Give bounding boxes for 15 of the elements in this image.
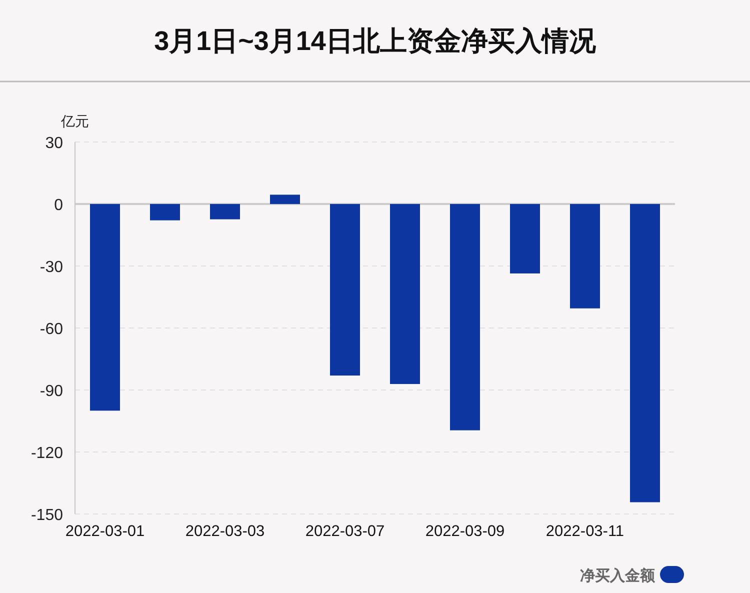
legend-label: 净买入金额 [580, 566, 656, 584]
y-tick-label: -30 [40, 259, 64, 276]
x-tick-label: 2022-03-07 [305, 523, 385, 540]
y-axis-title: 亿元 [60, 113, 89, 129]
y-tick-label: 0 [54, 197, 64, 214]
y-tick-label: 30 [45, 135, 64, 152]
x-tick-label: 2022-03-03 [185, 523, 265, 540]
x-tick-label: 2022-03-01 [65, 523, 145, 540]
chart-title: 3月1日~3月14日北上资金净买入情况 [154, 26, 597, 56]
y-tick-label: -120 [30, 445, 64, 462]
y-tick-label: -90 [40, 383, 64, 400]
y-tick-label: -60 [40, 321, 64, 338]
x-tick-label: 2022-03-11 [546, 523, 624, 540]
y-tick-label: -150 [30, 507, 64, 524]
x-tick-label: 2022-03-09 [425, 523, 505, 540]
